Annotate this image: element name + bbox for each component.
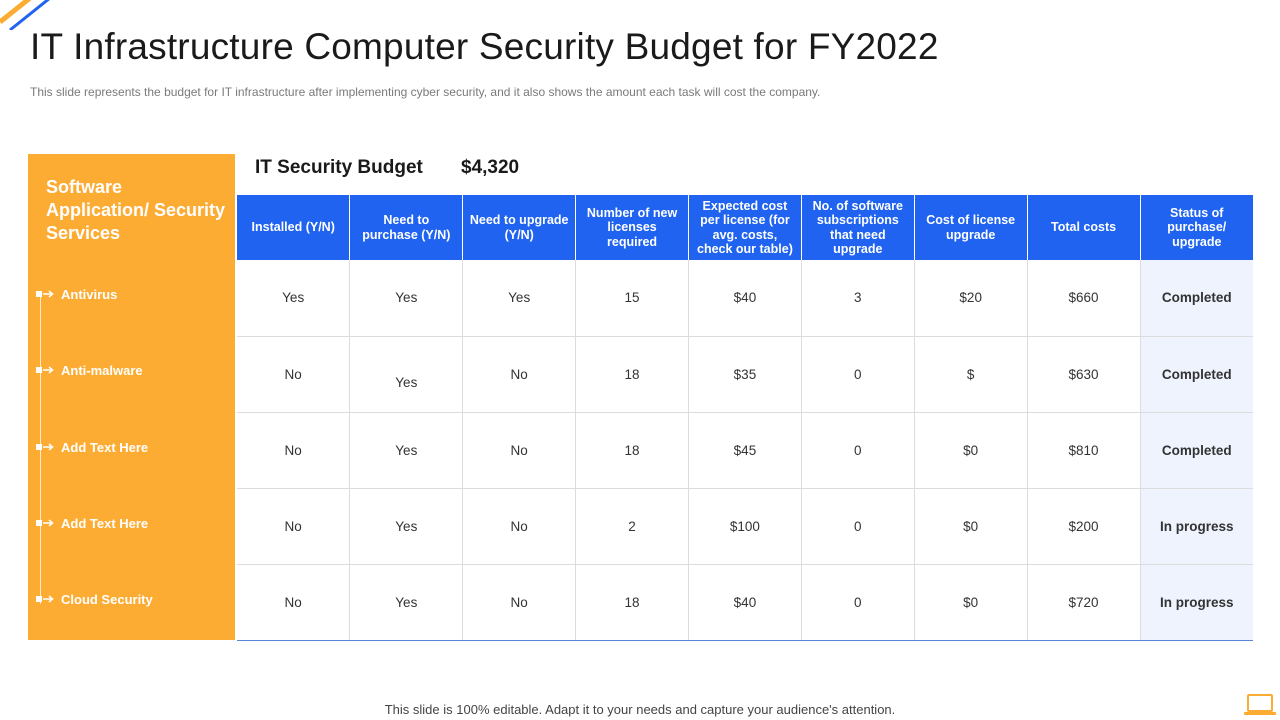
table-cell-text: Yes — [395, 374, 418, 390]
status-cell: In progress — [1140, 564, 1253, 641]
table-cell: $20 — [914, 260, 1028, 337]
budget-table: Installed (Y/N) Need to purchase (Y/N) N… — [237, 195, 1253, 641]
bullet-dot-icon — [36, 520, 42, 526]
table-cell: 2 — [575, 488, 689, 565]
service-item-label: Cloud Security — [61, 591, 153, 607]
header-license-upgrade-cost: Cost of license upgrade — [914, 195, 1028, 260]
table-cell: 18 — [575, 564, 689, 641]
table-cell: 18 — [575, 412, 689, 489]
table-cell: $40 — [688, 260, 802, 337]
budget-value: $4,320 — [461, 157, 520, 178]
table-cell: No — [237, 488, 351, 565]
header-status: Status of purchase/ upgrade — [1140, 195, 1253, 260]
status-cell: Completed — [1140, 336, 1253, 413]
service-item: Antivirus — [36, 284, 117, 304]
table-cell: Yes — [349, 488, 464, 565]
header-installed: Installed (Y/N) — [237, 195, 351, 260]
table-cell: No — [237, 412, 351, 489]
table-cell: $35 — [688, 336, 802, 413]
bullet-dot-icon — [36, 291, 42, 297]
services-panel: Software Application/ Security Services … — [28, 154, 235, 640]
table-row: Yes Yes Yes 15 $40 3 $20 $660 Completed — [237, 260, 1253, 337]
header-new-licenses: Number of new licenses required — [575, 195, 689, 260]
service-item-label: Add Text Here — [61, 439, 149, 455]
footer-note: This slide is 100% editable. Adapt it to… — [384, 702, 896, 717]
table-cell: No — [462, 412, 577, 489]
table-cell: No — [237, 336, 351, 413]
table-cell: $0 — [914, 412, 1028, 489]
table-cell: No — [462, 336, 577, 413]
service-item: Anti-malware — [36, 360, 143, 380]
bullet-arrow-icon — [43, 366, 54, 374]
services-heading: Software Application/ Security Services — [46, 177, 226, 243]
table-cell: No — [237, 564, 351, 641]
table-cell: $660 — [1027, 260, 1141, 337]
header-need-upgrade: Need to upgrade (Y/N) — [462, 195, 577, 260]
table-cell: $810 — [1027, 412, 1141, 489]
bullet-dot-icon — [36, 367, 42, 373]
table-row: No Yes No 18 $40 0 $0 $720 In progress — [237, 564, 1253, 641]
table-cell: 15 — [575, 260, 689, 337]
service-item-label: Anti-malware — [61, 362, 143, 378]
table-cell: $ — [914, 336, 1028, 413]
service-item: Add Text Here — [36, 437, 148, 457]
table-cell: $100 — [688, 488, 802, 565]
budget-label: IT Security Budget — [255, 157, 423, 178]
table-cell: Yes — [462, 260, 577, 337]
bullet-arrow-icon — [43, 519, 54, 527]
bullet-arrow-icon — [43, 443, 54, 451]
table-row: No Yes No 2 $100 0 $0 $200 In progress — [237, 488, 1253, 565]
corner-stripes-icon — [0, 0, 50, 30]
table-cell: 0 — [801, 564, 915, 641]
table-row: No Yes No 18 $35 0 $ $630 Completed — [237, 336, 1253, 413]
table-cell: $40 — [688, 564, 802, 641]
bullet-arrow-icon — [43, 595, 54, 603]
table-row: No Yes No 18 $45 0 $0 $810 Completed — [237, 412, 1253, 489]
table-cell: $630 — [1027, 336, 1141, 413]
bullet-dot-icon — [36, 596, 42, 602]
laptop-icon — [1244, 694, 1276, 715]
bullet-dot-icon — [36, 444, 42, 450]
table-cell: $200 — [1027, 488, 1141, 565]
table-cell: 0 — [801, 412, 915, 489]
table-cell: Yes — [349, 412, 464, 489]
bullet-arrow-icon — [43, 290, 54, 298]
table-cell: 0 — [801, 488, 915, 565]
table-cell: Yes — [349, 260, 464, 337]
table-cell: Yes — [349, 336, 464, 413]
table-cell: $0 — [914, 488, 1028, 565]
service-item: Cloud Security — [36, 589, 153, 609]
table-cell: $720 — [1027, 564, 1141, 641]
service-item: Add Text Here — [36, 513, 148, 533]
header-subscriptions: No. of software subscriptions that need … — [801, 195, 915, 260]
table-cell: $0 — [914, 564, 1028, 641]
page-subtitle: This slide represents the budget for IT … — [30, 85, 821, 99]
table-cell: No — [462, 564, 577, 641]
table-header-row: Installed (Y/N) Need to purchase (Y/N) N… — [237, 195, 1253, 260]
page-title: IT Infrastructure Computer Security Budg… — [30, 26, 939, 67]
table-cell: $45 — [688, 412, 802, 489]
service-item-label: Add Text Here — [61, 515, 149, 531]
status-cell: In progress — [1140, 488, 1253, 565]
status-cell: Completed — [1140, 260, 1253, 337]
table-cell: 3 — [801, 260, 915, 337]
header-total-costs: Total costs — [1027, 195, 1141, 260]
header-need-purchase: Need to purchase (Y/N) — [349, 195, 464, 260]
table-cell: No — [462, 488, 577, 565]
header-expected-cost: Expected cost per license (for avg. cost… — [688, 195, 802, 260]
table-cell: Yes — [349, 564, 464, 641]
table-cell: Yes — [237, 260, 351, 337]
table-cell: 0 — [801, 336, 915, 413]
status-cell: Completed — [1140, 412, 1253, 489]
service-item-label: Antivirus — [61, 286, 118, 302]
table-cell: 18 — [575, 336, 689, 413]
